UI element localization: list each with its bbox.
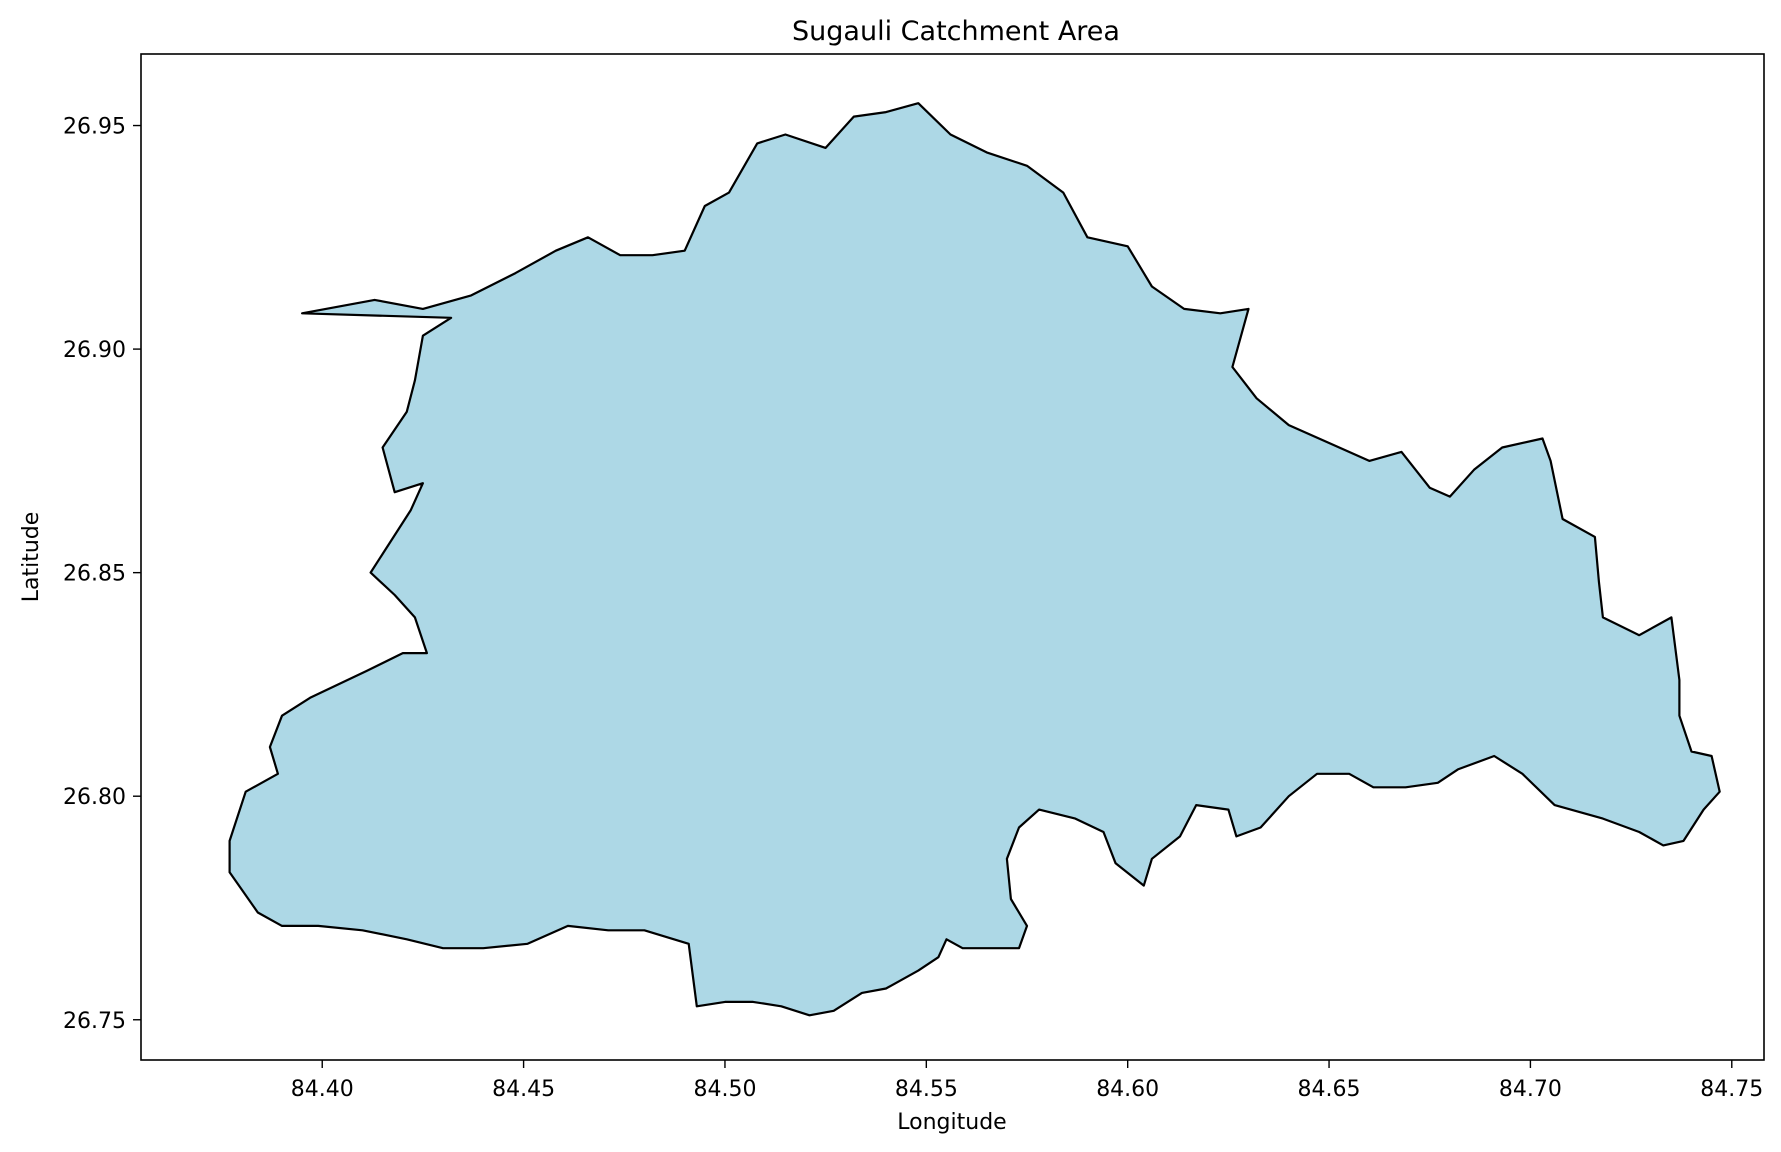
x-tick-label: 84.70	[1499, 1077, 1562, 1102]
x-tick-label: 84.75	[1700, 1077, 1763, 1102]
chart-title: Sugauli Catchment Area	[792, 16, 1120, 47]
y-tick-label: 26.95	[63, 115, 126, 140]
y-tick-label: 26.90	[63, 338, 126, 363]
x-axis: 84.40 84.45 84.50 84.55 84.60 84.65 84.70 84.75	[291, 1060, 1763, 1102]
x-tick-label: 84.65	[1298, 1077, 1361, 1102]
x-tick-label: 84.60	[1096, 1077, 1159, 1102]
plot-frame	[140, 53, 1765, 1061]
y-tick-label: 26.85	[63, 562, 126, 587]
y-axis-label: Latitude	[19, 512, 44, 603]
y-tick-label: 26.75	[63, 1009, 126, 1034]
x-tick-label: 84.55	[895, 1077, 958, 1102]
plot-area	[140, 53, 1765, 1061]
catchment-polygon[interactable]	[228, 102, 1721, 1017]
x-axis-label: Longitude	[897, 1110, 1006, 1135]
x-tick-label: 84.45	[492, 1077, 555, 1102]
y-axis: 26.75 26.80 26.85 26.90 26.95	[63, 115, 141, 1034]
x-tick-label: 84.40	[291, 1077, 354, 1102]
y-tick-label: 26.80	[63, 785, 126, 810]
x-tick-label: 84.50	[693, 1077, 756, 1102]
